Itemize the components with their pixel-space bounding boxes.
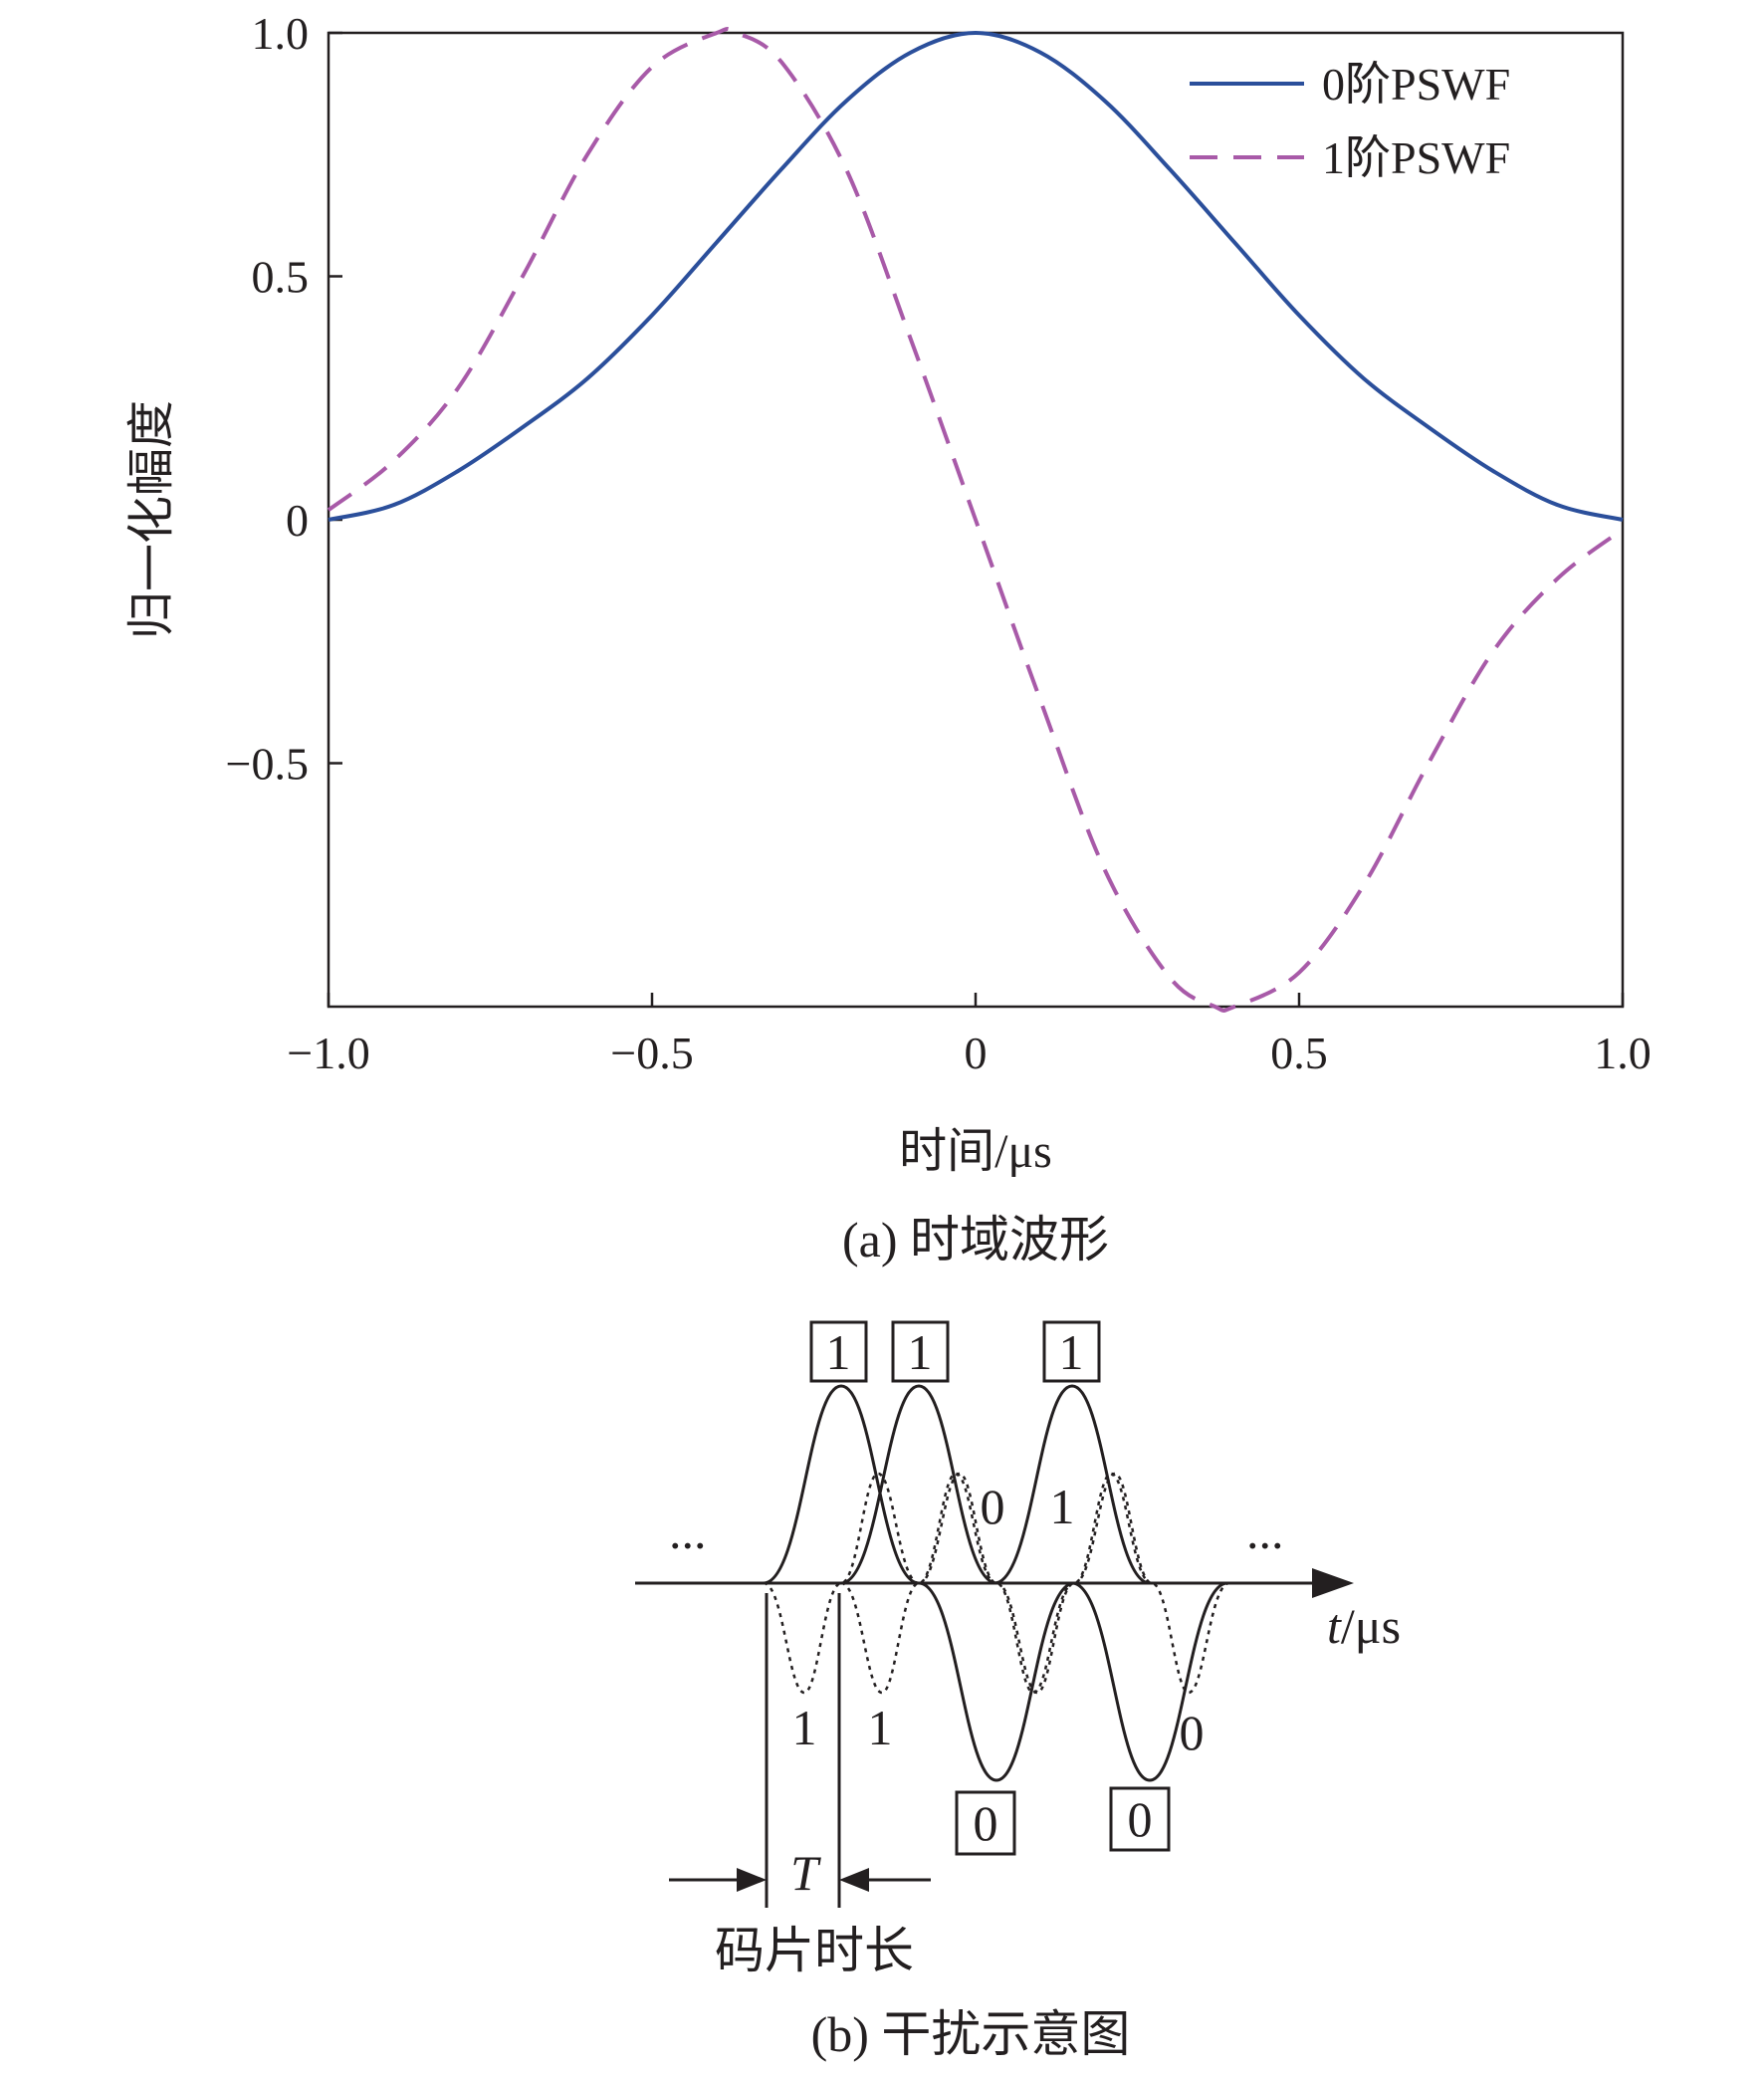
y-tick-label: −0.5 [226, 739, 309, 790]
period-marker: T 码片时长 [669, 1593, 931, 1978]
y-tick-label: 1.0 [252, 8, 310, 59]
solid-pulses [763, 1384, 1228, 1782]
x-axis-title: 时间/μs [899, 1125, 1052, 1178]
diagram-b: t/μs ... ... 1 1 1 0 [635, 1320, 1401, 2062]
dotted-bit-lower-2: 1 [868, 1700, 893, 1755]
period-arrow-left-head [737, 1868, 767, 1892]
dotted-bits: 0 1 1 1 0 [792, 1479, 1205, 1760]
boxed-bit-box [955, 1790, 1016, 1856]
x-tick-label: 0.5 [1270, 1028, 1328, 1078]
time-axis-label: t/μs [1327, 1598, 1401, 1654]
boxed-bit-box [1042, 1320, 1101, 1383]
time-axis-arrowhead [1312, 1568, 1354, 1598]
solid-pulse-1 [763, 1384, 920, 1585]
solid-pulse-3 [918, 1581, 1075, 1782]
period-caption: 码片时长 [715, 1923, 914, 1978]
boxed-bit-top-3: 1 [1059, 1324, 1084, 1380]
boxed-bit-bottom-2: 0 [1128, 1791, 1153, 1847]
legend: 0阶PSWF 1阶PSWF [1190, 59, 1510, 183]
boxed-bits: 1 1 1 0 0 [809, 1320, 1171, 1856]
time-axis-label-t: t [1327, 1598, 1342, 1654]
dotted-bit-upper-2: 1 [1050, 1479, 1075, 1534]
boxed-bit-top-2: 1 [908, 1324, 933, 1380]
series-line-0 [328, 30, 1624, 522]
y-tick-label: 0 [286, 495, 309, 546]
dotted-bit-lower-3: 0 [1180, 1705, 1205, 1760]
dotted-bit-upper-1: 0 [981, 1479, 1005, 1534]
caption-b: (b) 干扰示意图 [811, 2006, 1131, 2062]
boxed-bit-top-1: 1 [826, 1324, 851, 1380]
y-tick-label: 0.5 [252, 252, 310, 303]
solid-pulse-4 [993, 1384, 1151, 1585]
legend-label-1: 1阶PSWF [1322, 132, 1510, 183]
chart-a: −1.0 −0.5 0 0.5 1.0 1.0 0.5 0 −0.5 0阶PSWF 1阶PSW… [125, 8, 1652, 1268]
series-lines [327, 27, 1625, 1013]
x-tick-label: 1.0 [1594, 1028, 1652, 1078]
y-axis-title: 归一化幅度 [125, 400, 178, 639]
ellipsis-left: ... [669, 1503, 707, 1559]
boxed-bit-bottom-1: 0 [974, 1795, 998, 1851]
period-label: T [790, 1845, 821, 1901]
solid-pulse-5 [1071, 1581, 1228, 1782]
y-axis-ticks: 1.0 0.5 0 −0.5 [226, 8, 342, 790]
x-tick-label: −0.5 [610, 1028, 693, 1078]
legend-label-0: 0阶PSWF [1322, 59, 1510, 110]
series-line-1 [327, 27, 1625, 1013]
solid-pulse-2 [840, 1384, 997, 1585]
x-tick-label: 0 [965, 1028, 988, 1078]
time-axis-label-unit: /μs [1341, 1598, 1401, 1654]
period-arrow-right-head [839, 1868, 869, 1892]
ellipsis-right: ... [1246, 1503, 1284, 1559]
boxed-bit-box [1109, 1786, 1171, 1852]
x-axis-ticks: −1.0 −0.5 0 0.5 1.0 [287, 993, 1652, 1078]
x-tick-label: −1.0 [287, 1028, 369, 1078]
boxed-bit-box [891, 1320, 950, 1383]
boxed-bit-box [809, 1320, 868, 1383]
dotted-bit-lower-1: 1 [792, 1700, 817, 1755]
caption-a: (a) 时域波形 [842, 1212, 1109, 1268]
